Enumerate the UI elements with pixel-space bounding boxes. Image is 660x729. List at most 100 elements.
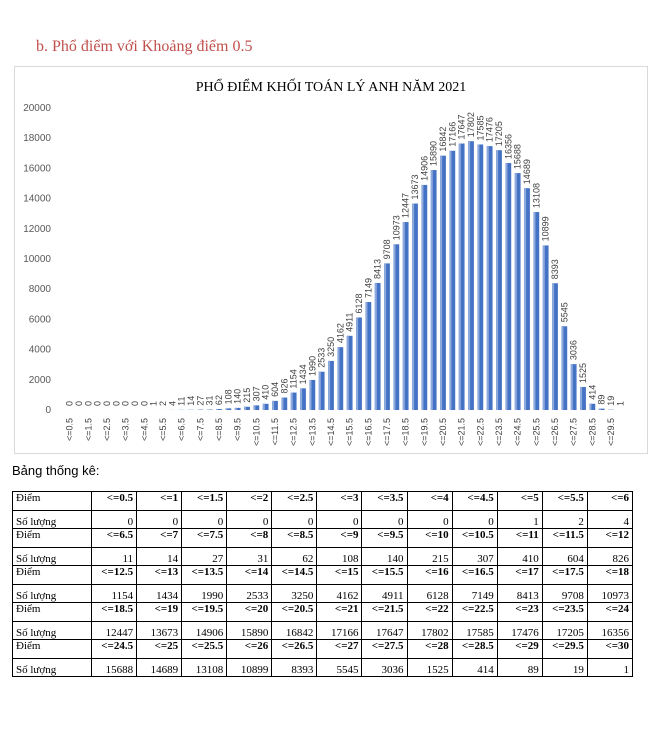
count-cell: 1 bbox=[496, 509, 543, 529]
count-cell: 414 bbox=[451, 657, 498, 677]
y-axis: 0 2000 4000 6000 8000 10000 12000 14000 16000 180… bbox=[23, 103, 51, 416]
bar-highlight bbox=[580, 386, 583, 410]
data-label: 4911 bbox=[345, 312, 355, 331]
score-cell: <=2.5 bbox=[271, 491, 318, 511]
bar-series bbox=[150, 141, 624, 410]
data-label: 13673 bbox=[410, 175, 420, 200]
bar-highlight bbox=[514, 173, 517, 410]
score-cell: <=29.5 bbox=[541, 639, 588, 659]
count-cell: 1 bbox=[586, 657, 634, 677]
count-row-label: Số lượng bbox=[12, 620, 92, 640]
bar bbox=[253, 405, 260, 410]
score-cell: <=22 bbox=[406, 602, 453, 622]
data-label: 17166 bbox=[447, 122, 457, 147]
score-cell: <=30 bbox=[586, 639, 634, 659]
y-tick-label: 16000 bbox=[23, 163, 51, 174]
table-caption: Bảng thống kê: bbox=[12, 463, 100, 478]
score-cell: <=4.5 bbox=[451, 491, 498, 511]
bar-highlight bbox=[234, 407, 237, 410]
data-label: 1 bbox=[149, 401, 159, 406]
bar-highlight bbox=[570, 364, 573, 410]
score-cell: <=21 bbox=[316, 602, 363, 622]
score-cell: <=6 bbox=[586, 491, 634, 511]
score-row-label: Điểm bbox=[12, 528, 92, 548]
bar-highlight bbox=[552, 283, 555, 410]
score-cell: <=19.5 bbox=[181, 602, 228, 622]
count-cell: 215 bbox=[406, 546, 453, 566]
score-cell: <=22.5 bbox=[451, 602, 498, 622]
score-cell: <=2 bbox=[226, 491, 273, 511]
chart-title: PHỔ ĐIỂM KHỐI TOÁN LÝ ANH NĂM 2021 bbox=[196, 77, 467, 95]
count-cell: 17585 bbox=[451, 620, 498, 640]
data-label: 3250 bbox=[326, 337, 336, 357]
count-cell: 410 bbox=[496, 546, 543, 566]
count-row-label: Số lượng bbox=[12, 546, 92, 566]
data-label: 1990 bbox=[307, 356, 317, 376]
bar bbox=[421, 184, 428, 410]
bar-highlight bbox=[374, 282, 377, 410]
count-row: Số lượng 0 0 0 0 0 0 0 0 0 1 2 4 bbox=[12, 509, 634, 529]
score-cell: <=7.5 bbox=[181, 528, 228, 548]
y-tick-label: 4000 bbox=[29, 345, 52, 356]
data-label: 11 bbox=[177, 396, 187, 405]
data-label: 2 bbox=[158, 401, 168, 406]
count-cell: 13673 bbox=[136, 620, 183, 640]
score-cell: <=10 bbox=[406, 528, 453, 548]
data-label: 0 bbox=[121, 401, 131, 406]
score-cell: <=0.5 bbox=[90, 491, 138, 511]
data-label: 0 bbox=[65, 401, 75, 406]
score-row: Điểm <=0.5 <=1 <=1.5 <=2 <=2.5 <=3 <=3.5 <=4 <=4.… bbox=[12, 491, 634, 511]
y-tick-label: 10000 bbox=[23, 254, 51, 265]
bar bbox=[542, 245, 549, 410]
score-row-label: Điểm bbox=[12, 565, 92, 585]
data-label: 8413 bbox=[373, 259, 383, 279]
x-tick-label: <=11.5 bbox=[270, 418, 280, 445]
bar-highlight bbox=[486, 146, 489, 410]
count-cell: 11 bbox=[90, 546, 138, 566]
x-tick-label: <=17.5 bbox=[382, 418, 392, 446]
bar bbox=[486, 146, 493, 410]
count-cell: 14906 bbox=[181, 620, 228, 640]
bar bbox=[281, 397, 288, 410]
score-cell: <=8.5 bbox=[271, 528, 318, 548]
count-cell: 16356 bbox=[586, 620, 634, 640]
score-cell: <=25 bbox=[136, 639, 183, 659]
data-label: 2533 bbox=[317, 348, 327, 368]
count-cell: 5545 bbox=[316, 657, 363, 677]
bar-highlight bbox=[412, 203, 415, 410]
data-label: 140 bbox=[233, 389, 243, 404]
count-cell: 0 bbox=[90, 509, 138, 529]
x-tick-label: <=26.5 bbox=[550, 418, 560, 446]
bar bbox=[384, 263, 390, 410]
count-cell: 17476 bbox=[496, 620, 543, 640]
score-cell: <=12.5 bbox=[90, 565, 138, 585]
bar-highlight bbox=[477, 144, 480, 410]
count-cell: 8413 bbox=[496, 583, 543, 603]
y-tick-label: 18000 bbox=[23, 133, 51, 144]
data-label: 19 bbox=[606, 396, 616, 406]
score-cell: <=17.5 bbox=[541, 565, 588, 585]
score-cell: <=27 bbox=[316, 639, 363, 659]
data-label: 15688 bbox=[513, 144, 523, 169]
score-cell: <=24.5 bbox=[90, 639, 138, 659]
data-label: 13108 bbox=[531, 183, 541, 208]
bar-highlight bbox=[262, 403, 265, 410]
score-cell: <=4 bbox=[406, 491, 453, 511]
count-cell: 0 bbox=[316, 509, 363, 529]
score-cell: <=10.5 bbox=[451, 528, 498, 548]
count-cell: 604 bbox=[541, 546, 588, 566]
count-cell: 14 bbox=[136, 546, 183, 566]
data-label: 826 bbox=[279, 378, 289, 393]
bar bbox=[356, 317, 362, 410]
count-cell: 31 bbox=[226, 546, 273, 566]
score-row: Điểm <=12.5 <=13 <=13.5 <=14 <=14.5 <=15 <=15.5… bbox=[12, 565, 634, 585]
bar-highlight bbox=[561, 326, 564, 410]
count-cell: 16842 bbox=[271, 620, 318, 640]
score-cell: <=29 bbox=[496, 639, 543, 659]
count-row: Số lượng 12447 13673 14906 15890 16842 17166 17… bbox=[12, 620, 634, 640]
count-cell: 0 bbox=[181, 509, 228, 529]
count-cell: 4162 bbox=[316, 583, 363, 603]
count-cell: 0 bbox=[361, 509, 408, 529]
bar bbox=[244, 406, 250, 410]
score-cell: <=20.5 bbox=[271, 602, 318, 622]
